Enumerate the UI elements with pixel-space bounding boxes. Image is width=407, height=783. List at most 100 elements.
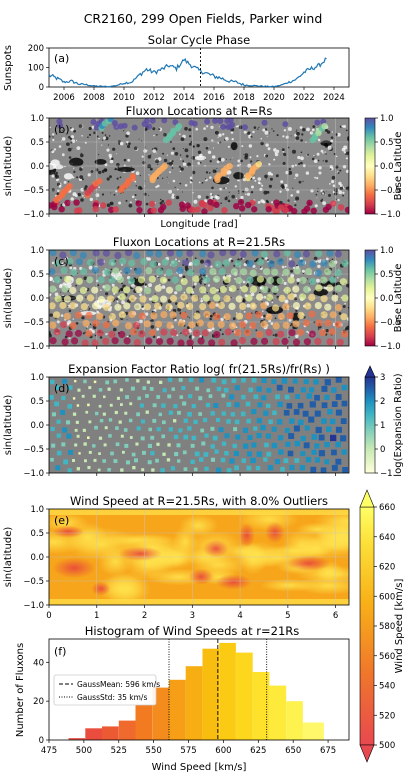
expansion-marker bbox=[234, 385, 240, 391]
magnetogram-speck bbox=[111, 157, 114, 160]
magnetogram-speck bbox=[249, 156, 252, 159]
magnetogram-speck bbox=[231, 138, 234, 141]
expansion-marker bbox=[278, 449, 284, 455]
panel-d-title: Expansion Factor Ratio log( fr(21.5Rs)/f… bbox=[68, 362, 330, 376]
expansion-marker bbox=[129, 436, 133, 439]
panel-a-axes bbox=[48, 47, 350, 88]
fluxon-point bbox=[261, 285, 269, 293]
expansion-marker bbox=[82, 428, 86, 432]
expansion-marker bbox=[256, 451, 263, 457]
magnetogram-speck bbox=[331, 131, 333, 133]
expansion-marker bbox=[294, 440, 301, 447]
panel-f-legend: GaussMean: 596 km/s GaussStd: 35 km/s bbox=[53, 674, 160, 706]
fluxon-point bbox=[214, 260, 222, 268]
magnetogram-speck bbox=[346, 317, 349, 321]
expansion-marker bbox=[241, 394, 246, 400]
fluxon-point bbox=[118, 311, 126, 319]
magnetogram-speck bbox=[287, 199, 290, 202]
expansion-marker bbox=[74, 380, 77, 383]
magnetogram-speck bbox=[317, 259, 322, 263]
magnetogram-speck bbox=[184, 126, 188, 131]
magnetogram-speck bbox=[284, 187, 287, 190]
expansion-marker bbox=[324, 459, 330, 465]
magnetogram-speck bbox=[147, 155, 152, 159]
fluxon-point bbox=[218, 268, 226, 276]
fluxon-point bbox=[281, 337, 289, 345]
fluxon-point bbox=[134, 303, 142, 311]
magnetogram-speck bbox=[295, 131, 297, 133]
fluxon-point bbox=[272, 322, 280, 330]
expansion-marker bbox=[122, 450, 125, 454]
panel-a-ytick-label: 0 bbox=[39, 83, 44, 93]
magnetogram-speck bbox=[311, 128, 315, 132]
magnetogram-speck bbox=[119, 141, 124, 146]
expansion-marker bbox=[124, 443, 129, 448]
colorbar-tick-label: −1 bbox=[380, 469, 393, 479]
fluxon-point bbox=[129, 173, 136, 180]
magnetogram-speck bbox=[145, 202, 149, 206]
fluxon-point bbox=[192, 275, 200, 283]
fluxon-point bbox=[53, 328, 61, 336]
magnetogram-speck bbox=[98, 137, 100, 140]
expansion-marker bbox=[134, 458, 138, 463]
expansion-marker bbox=[224, 433, 230, 439]
expansion-marker bbox=[49, 395, 54, 400]
fluxon-point bbox=[59, 251, 67, 259]
magnetogram-speck bbox=[76, 176, 79, 179]
fluxon-point bbox=[188, 321, 196, 329]
fluxon-point bbox=[112, 206, 119, 213]
expansion-marker bbox=[55, 385, 61, 390]
magnetogram-speck bbox=[290, 194, 294, 197]
expansion-marker bbox=[216, 386, 222, 392]
magnetogram-speck bbox=[346, 283, 349, 288]
fluxon-point bbox=[145, 337, 153, 345]
magnetogram-speck bbox=[175, 258, 177, 261]
magnetogram-speck bbox=[338, 190, 343, 195]
magnetogram-speck bbox=[220, 157, 225, 162]
expansion-marker bbox=[119, 388, 123, 392]
lon-xtick-label: 4 bbox=[237, 611, 242, 621]
magnetogram-speck bbox=[264, 309, 266, 311]
fluxon-point bbox=[166, 337, 174, 345]
expansion-marker bbox=[62, 378, 68, 384]
colorbar-tick-label: −1.0 bbox=[380, 342, 401, 352]
magnetogram-speck bbox=[344, 327, 348, 331]
expansion-marker bbox=[294, 458, 300, 463]
expansion-marker bbox=[56, 419, 61, 424]
fluxon-point bbox=[111, 337, 119, 345]
magnetogram-speck bbox=[125, 143, 128, 145]
fluxon-point bbox=[132, 321, 141, 329]
magnetogram-speck bbox=[223, 187, 225, 189]
magnetogram-speck bbox=[98, 186, 100, 189]
expansion-marker bbox=[190, 443, 195, 448]
fluxon-point bbox=[160, 311, 168, 319]
magnetogram-speck bbox=[225, 196, 228, 198]
magnetogram-speck bbox=[88, 133, 92, 136]
expansion-marker bbox=[299, 465, 306, 471]
magnetogram-speck bbox=[170, 151, 174, 155]
panel-c-points bbox=[49, 250, 349, 346]
magnetogram-speck bbox=[156, 327, 160, 331]
fluxon-point bbox=[64, 199, 71, 207]
fluxon-point bbox=[119, 257, 127, 265]
fluxon-point bbox=[102, 303, 111, 311]
expansion-marker bbox=[188, 394, 193, 399]
fluxon-point bbox=[238, 337, 246, 345]
fluxon-point bbox=[246, 276, 254, 284]
magnetogram-speck bbox=[157, 262, 161, 266]
fluxon-point bbox=[176, 266, 184, 275]
magnetogram-speck bbox=[312, 125, 316, 128]
magnetogram-speck bbox=[171, 164, 174, 166]
fluxon-point bbox=[102, 250, 110, 257]
magnetogram-speck bbox=[248, 144, 253, 148]
panel-c-colorbar-ticks: −1.0−0.50.00.51.0 bbox=[375, 246, 401, 352]
magnetogram-speck bbox=[125, 310, 127, 312]
magnetogram-speck bbox=[269, 177, 273, 181]
fluxon-point bbox=[208, 339, 216, 346]
fluxon-point bbox=[60, 321, 68, 329]
magnetogram-speck bbox=[104, 134, 107, 136]
fluxon-point bbox=[326, 284, 334, 292]
expansion-marker bbox=[221, 379, 227, 385]
magnetogram-speck bbox=[246, 303, 251, 308]
expansion-marker bbox=[335, 394, 342, 400]
